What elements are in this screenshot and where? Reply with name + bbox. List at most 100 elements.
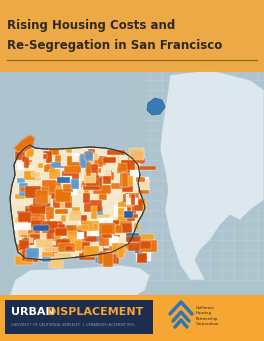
Bar: [93, 185, 111, 194]
Bar: [66, 148, 72, 159]
Bar: [43, 221, 58, 233]
Bar: [18, 222, 29, 235]
Bar: [131, 198, 145, 211]
Bar: [56, 194, 65, 202]
Bar: [127, 214, 135, 221]
Bar: [129, 170, 139, 181]
Bar: [101, 251, 116, 264]
Bar: [57, 177, 70, 183]
Bar: [57, 226, 73, 234]
Bar: [26, 149, 34, 157]
Bar: [53, 231, 65, 239]
Bar: [81, 153, 98, 160]
Bar: [124, 244, 138, 249]
Bar: [38, 163, 43, 168]
Bar: [129, 193, 139, 198]
Bar: [42, 180, 56, 193]
Bar: [49, 148, 59, 155]
Bar: [117, 161, 130, 174]
Bar: [123, 234, 129, 243]
Bar: [114, 173, 125, 182]
Bar: [22, 156, 29, 168]
Bar: [97, 189, 107, 200]
Bar: [111, 182, 123, 189]
Bar: [90, 187, 100, 200]
Bar: [115, 251, 119, 264]
Bar: [49, 257, 63, 268]
Bar: [82, 181, 97, 187]
Polygon shape: [14, 135, 35, 152]
Bar: [18, 211, 31, 223]
Bar: [15, 151, 25, 160]
Bar: [44, 228, 49, 238]
Bar: [27, 221, 36, 226]
Bar: [93, 242, 103, 251]
Bar: [31, 233, 48, 240]
Bar: [134, 177, 149, 183]
Bar: [90, 180, 103, 191]
Bar: [128, 240, 140, 251]
Bar: [83, 193, 91, 203]
Bar: [129, 163, 140, 174]
Bar: [84, 200, 102, 212]
Bar: [106, 253, 112, 258]
Bar: [110, 172, 114, 180]
Bar: [100, 238, 113, 244]
Bar: [86, 175, 99, 188]
Bar: [30, 162, 39, 167]
Bar: [81, 183, 96, 189]
Text: Rising Housing Costs and: Rising Housing Costs and: [7, 18, 175, 31]
Bar: [122, 181, 133, 192]
Bar: [100, 233, 109, 246]
Bar: [91, 206, 97, 219]
Bar: [77, 227, 87, 238]
Bar: [42, 251, 53, 258]
Bar: [117, 218, 132, 224]
Bar: [120, 173, 130, 187]
Bar: [20, 249, 28, 256]
Bar: [107, 154, 121, 166]
Bar: [86, 168, 98, 181]
Bar: [81, 236, 99, 242]
Bar: [116, 195, 129, 206]
Bar: [42, 187, 54, 198]
Bar: [74, 240, 82, 251]
Bar: [131, 233, 138, 242]
Bar: [128, 157, 143, 161]
Bar: [136, 177, 145, 182]
Bar: [103, 174, 111, 184]
Bar: [102, 230, 110, 235]
Bar: [37, 229, 47, 238]
Bar: [77, 156, 85, 165]
Bar: [80, 154, 89, 168]
Bar: [42, 211, 49, 223]
Bar: [15, 217, 25, 229]
Bar: [50, 224, 65, 233]
Bar: [48, 221, 63, 229]
Text: Re-Segregation in San Francisco: Re-Segregation in San Francisco: [7, 40, 222, 53]
Bar: [55, 209, 68, 214]
Bar: [106, 251, 111, 261]
Bar: [58, 189, 76, 194]
Bar: [29, 258, 39, 263]
Bar: [55, 228, 67, 236]
Bar: [96, 249, 112, 263]
Bar: [54, 233, 61, 242]
Bar: [80, 153, 93, 164]
Bar: [65, 246, 73, 251]
Bar: [118, 163, 128, 172]
Bar: [103, 158, 116, 163]
Bar: [89, 185, 107, 190]
Bar: [138, 241, 151, 249]
Bar: [81, 215, 87, 225]
Bar: [63, 183, 73, 192]
Bar: [115, 225, 122, 233]
Bar: [121, 160, 135, 170]
Bar: [118, 208, 124, 215]
Bar: [23, 234, 34, 245]
Bar: [131, 151, 144, 164]
Bar: [20, 223, 32, 237]
Bar: [36, 190, 48, 204]
Bar: [87, 227, 103, 236]
Bar: [27, 234, 39, 238]
